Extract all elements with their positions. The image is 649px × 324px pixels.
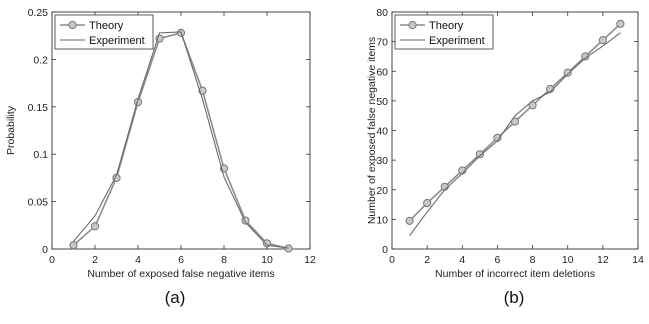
chart-b-x-tick-label: 14	[632, 254, 644, 266]
chart-a-legend-marker-theory	[68, 20, 77, 30]
chart-a-series-theory-point	[284, 244, 293, 253]
chart-a-series-theory-point	[90, 222, 100, 231]
chart-b-x-tick-label: 8	[530, 254, 536, 266]
chart-b-legend: Theory Experiment	[394, 14, 494, 50]
chart-b-legend-label-experiment: Experiment	[429, 35, 485, 47]
chart-b-x-tick-label: 2	[424, 254, 430, 266]
chart-b-y-tick-label: 20	[376, 185, 388, 197]
chart-b-y-tick-label: 80	[376, 7, 388, 19]
chart-a-legend-box	[54, 14, 154, 50]
chart-b-y-tick-label: 70	[376, 37, 388, 49]
chart-b-series-theory-point	[423, 198, 432, 208]
chart-b-y-tick-label: 0	[382, 244, 388, 256]
chart-b-x-tick-label: 4	[459, 254, 465, 266]
chart-a-y-tick-label: 0.25	[28, 7, 49, 19]
chart-a-y-tick-label: 0.05	[28, 197, 49, 209]
chart-b-y-axis-label: Number of exposed false negative items	[366, 37, 378, 224]
chart-a-x-tick-label: 10	[261, 254, 273, 266]
chart-a-panel-caption: (a)	[165, 288, 186, 307]
chart-b-y-tick-label: 50	[376, 96, 388, 108]
chart-b-legend-label-theory: Theory	[429, 20, 464, 32]
chart-a-x-axis-label: Number of exposed false negative items	[87, 268, 274, 280]
chart-a-y-tick-label: 0	[42, 244, 48, 256]
chart-a-legend: Theory Experiment	[54, 14, 154, 50]
chart-b-series-theory-point	[581, 52, 590, 61]
chart-a-series-experiment-line	[73, 31, 289, 249]
chart-a-y-tick-label: 0.1	[33, 149, 48, 161]
chart-b-x-tick-label: 12	[597, 254, 609, 266]
chart-b-y-tick-label: 10	[376, 214, 388, 226]
chart-b-series-theory-point	[616, 19, 625, 28]
chart-b-y-tick-label: 60	[376, 66, 388, 78]
chart-b-series-theory-point	[405, 216, 414, 225]
chart-b-series-theory-point	[528, 101, 537, 110]
chart-a-y-tick-label: 0.2	[33, 54, 48, 66]
chart-a-series-theory-point	[69, 241, 78, 250]
chart-b-panel-caption: (b)	[504, 288, 525, 307]
chart-b-x-tick-label: 0	[389, 254, 395, 266]
chart-b-x-axis-label: Number of incorrect item deletions	[435, 268, 595, 280]
chart-a-x-tick-label: 4	[135, 254, 141, 266]
chart-a-legend-label-theory: Theory	[89, 20, 124, 32]
chart-a-x-tick-label: 0	[49, 254, 55, 266]
chart-b-legend-marker-theory	[408, 20, 417, 30]
chart-a-y-tick-label: 0.15	[28, 102, 49, 114]
chart-b-legend-box	[394, 14, 494, 50]
chart-a-x-tick-label: 12	[304, 254, 316, 266]
chart-b-x-tick-label: 10	[562, 254, 574, 266]
chart-a-x-tick-label: 6	[178, 254, 184, 266]
chart-a-y-axis-label: Probability	[5, 105, 17, 155]
chart-b-series-experiment-line	[409, 32, 621, 236]
chart-b-x-tick-label: 6	[495, 254, 501, 266]
chart-a-x-tick-label: 8	[221, 254, 227, 266]
chart-panel-b: 0 2 4 6 8 10 12 14 0 10 20 30 40 50 60 70 80 Number of in…	[366, 7, 644, 307]
chart-a-legend-label-experiment: Experiment	[89, 35, 145, 47]
chart-b-y-tick-label: 30	[376, 155, 388, 167]
chart-b-series-theory-point	[475, 150, 484, 159]
chart-panel-a: 0 2 4 6 8 10 12 0 0.05 0.1 0.15 0.2 0.25 Number of ex…	[5, 7, 316, 307]
chart-b-y-tick-label: 40	[376, 126, 388, 138]
chart-a-plot-frame	[51, 11, 311, 250]
chart-b-series-theory-point	[563, 68, 572, 77]
chart-a-x-tick-label: 2	[92, 254, 98, 266]
chart-b-series-theory-point	[598, 36, 607, 45]
chart-b-plot-frame	[391, 11, 639, 250]
